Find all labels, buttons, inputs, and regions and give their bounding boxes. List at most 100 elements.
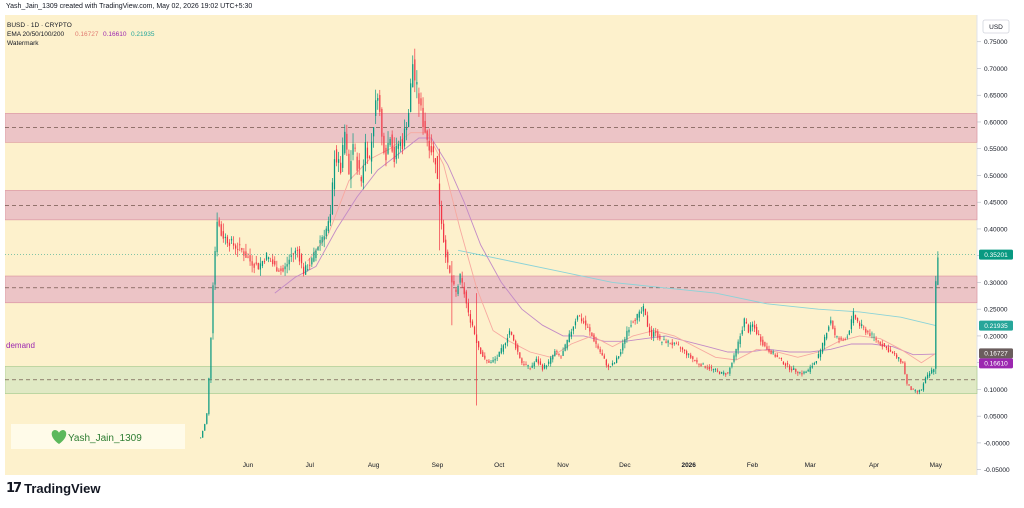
candle-body	[830, 320, 832, 324]
candle-body	[850, 319, 852, 330]
candle-body	[935, 281, 937, 369]
candle-body	[885, 346, 888, 349]
x-tick-label: Sep	[432, 462, 444, 469]
x-tick-label: Jul	[306, 462, 315, 469]
candle-body	[449, 265, 451, 273]
candle-body	[292, 253, 294, 255]
candle-body	[432, 146, 434, 153]
candle-body	[535, 358, 537, 362]
candle-body	[218, 220, 220, 226]
candle-body	[249, 255, 251, 262]
candle-body	[686, 351, 688, 356]
candle-body	[698, 363, 700, 365]
zones-layer	[5, 113, 978, 394]
candle-body	[368, 156, 371, 158]
candle-body	[305, 265, 307, 275]
candle-body	[206, 413, 208, 424]
candle-body	[309, 264, 311, 266]
candle-body	[780, 357, 782, 360]
candle-body	[323, 236, 325, 240]
y-tick-label: 0.25000	[984, 307, 1008, 314]
y-tick-label: 0.55000	[984, 146, 1008, 153]
tradingview-logo[interactable]: 17 TradingView	[6, 481, 100, 496]
candle-body	[498, 351, 500, 357]
candle-body	[560, 356, 562, 358]
candle-body	[585, 320, 587, 326]
y-tick-label: 0.45000	[984, 200, 1008, 207]
candle-body	[391, 134, 393, 152]
candle-body	[302, 266, 305, 275]
x-tick-label: Oct	[494, 462, 504, 469]
candle-body	[782, 361, 785, 365]
candle-body	[898, 357, 900, 359]
candle-body	[642, 306, 645, 312]
candle-body	[286, 264, 288, 267]
price-label-bg	[979, 249, 1013, 260]
candle-body	[482, 351, 484, 357]
candle-body	[667, 340, 669, 343]
candle-body	[459, 273, 461, 283]
candle-body	[774, 354, 776, 357]
candle-body	[914, 390, 916, 392]
candle-body	[288, 259, 290, 265]
y-tick-label: -0.05000	[984, 467, 1010, 474]
candle-body	[228, 242, 231, 246]
candle-body	[515, 340, 517, 349]
candle-body	[280, 268, 282, 271]
candle-body	[387, 142, 389, 154]
candle-body	[395, 145, 397, 160]
candle-body	[414, 59, 416, 81]
x-tick-label: Mar	[805, 462, 817, 469]
candle-body	[766, 346, 768, 350]
candle-body	[762, 339, 764, 346]
candle-body	[484, 355, 486, 359]
candle-body	[494, 358, 496, 361]
candle-body	[216, 221, 218, 253]
candle-body	[753, 325, 756, 329]
candle-body	[356, 156, 358, 171]
heart-icon	[51, 430, 67, 444]
watermark-badge: Yash_Jain_1309	[11, 424, 185, 449]
candle-body	[426, 130, 428, 140]
y-tick-label: 0.20000	[984, 333, 1008, 340]
legend-ema50-value: 0.16610	[103, 31, 127, 38]
candle-body	[438, 183, 441, 205]
candle-body	[521, 358, 523, 364]
candle-body	[805, 371, 807, 373]
candle-body	[817, 354, 820, 359]
currency-button-bg	[982, 19, 1010, 34]
candle-body	[284, 266, 286, 270]
candle-body	[875, 338, 877, 341]
candle-body	[706, 367, 708, 369]
price-label-bg	[979, 358, 1013, 369]
candle-body	[508, 330, 511, 335]
candle-body	[603, 355, 605, 359]
candle-body	[410, 83, 412, 112]
candle-body	[638, 311, 640, 318]
candle-body	[578, 315, 581, 317]
candle-body	[531, 365, 533, 368]
currency-button[interactable]: USD	[982, 19, 1010, 34]
candlestick-chart[interactable]: 0.75000 0.70000 0.65000 0.60000 0.55000 0.500…	[5, 15, 1019, 475]
candle-body	[784, 363, 787, 366]
candle-body	[926, 374, 929, 379]
candle-body	[723, 372, 725, 375]
candle-body	[737, 341, 739, 351]
candle-body	[232, 243, 235, 246]
candle-body	[467, 302, 469, 313]
candle-body	[393, 146, 395, 162]
candle-body	[883, 343, 885, 347]
candle-body	[743, 318, 745, 328]
candle-body	[445, 239, 447, 258]
candle-body	[587, 326, 589, 328]
candle-body	[681, 347, 684, 350]
candle-body	[655, 331, 657, 333]
candle-body	[358, 160, 360, 169]
candle-body	[212, 285, 214, 334]
candle-body	[333, 159, 336, 190]
candle-body	[335, 149, 338, 163]
candle-body	[276, 267, 278, 272]
candle-body	[760, 336, 762, 342]
ema20-line	[307, 132, 937, 364]
candle-body	[475, 334, 478, 343]
